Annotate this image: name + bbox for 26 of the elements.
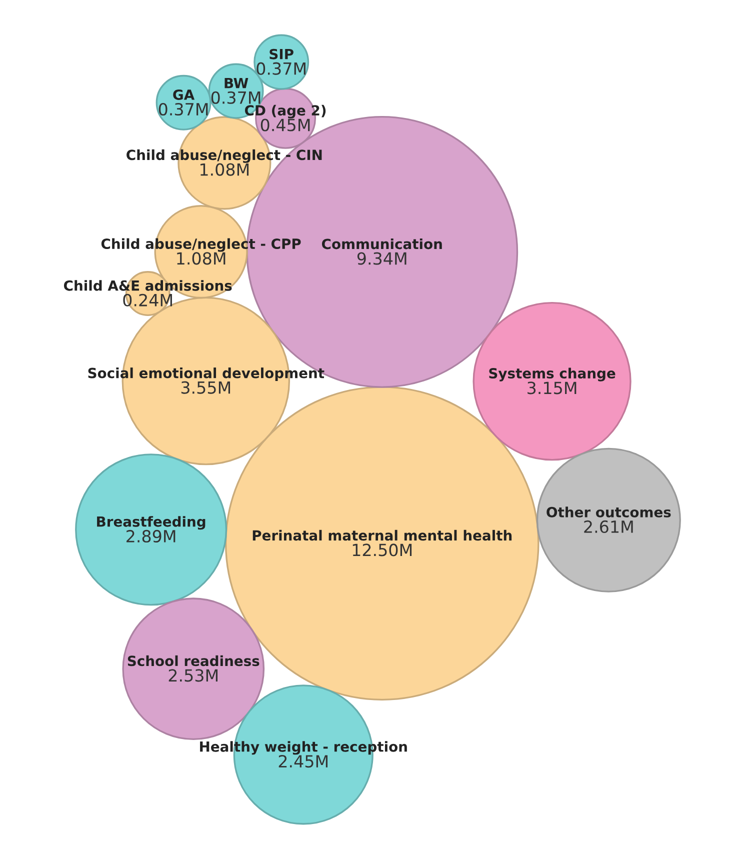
- category-label: Systems change: [489, 368, 616, 382]
- data-label: 2.45M: [278, 754, 328, 768]
- category-label: Perinatal maternal mental health: [252, 530, 512, 541]
- category-label: School readiness: [128, 655, 260, 666]
- data-label: 3.55M: [181, 381, 230, 394]
- data-label: 2.53M: [168, 669, 218, 682]
- category-label: SIP: [270, 48, 294, 60]
- data-label: 0.37M: [256, 62, 306, 75]
- data-label: 0.24M: [123, 294, 172, 306]
- data-label: 0.37M: [211, 91, 260, 104]
- category-label: GA: [173, 89, 195, 100]
- data-label: 0.45M: [260, 118, 310, 132]
- category-label: Communication: [322, 238, 442, 250]
- data-label: 0.37M: [158, 102, 208, 116]
- data-label: 2.89M: [126, 530, 176, 543]
- data-label: 1.08M: [200, 163, 249, 176]
- data-label: 2.61M: [584, 520, 633, 534]
- data-label: 1.08M: [177, 252, 226, 265]
- category-label: Child abuse/neglect - CIN: [126, 149, 322, 163]
- data-label: 3.15M: [528, 382, 576, 394]
- category-label: Other outcomes: [546, 506, 671, 518]
- category-label: Child abuse/neglect - CPP: [101, 238, 301, 252]
- data-label: 12.50M: [352, 544, 412, 556]
- data-label: 9.34M: [357, 252, 406, 265]
- category-label: BW: [224, 78, 248, 88]
- category-label: Breastfeeding: [97, 516, 206, 530]
